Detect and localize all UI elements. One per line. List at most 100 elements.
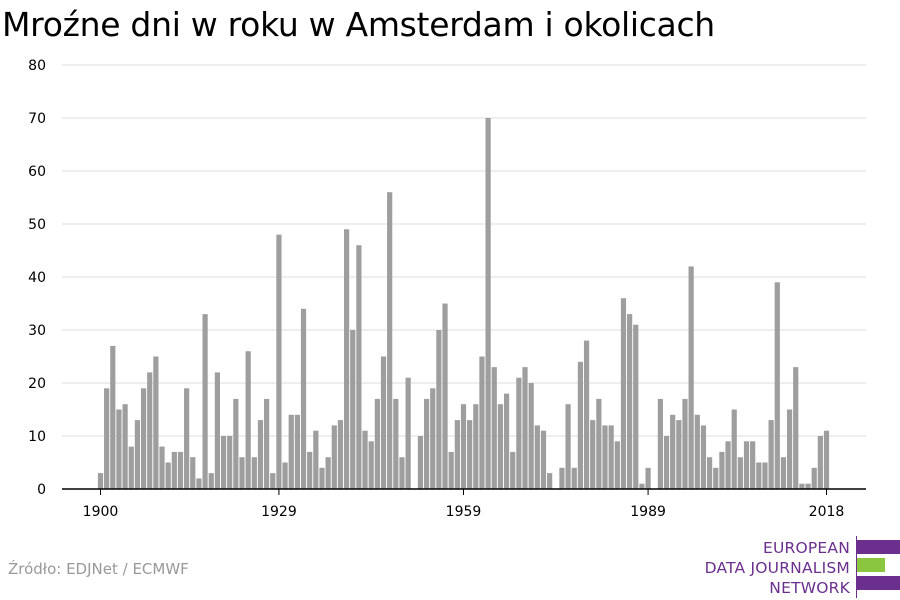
x-tick-label: 1900 <box>83 504 119 520</box>
source-note: Źródło: EDJNet / ECMWF <box>8 560 189 578</box>
bar-2014 <box>799 483 805 489</box>
bar-2015 <box>805 483 811 489</box>
y-tick-label: 70 <box>28 111 46 127</box>
bar-1922 <box>233 398 239 489</box>
chart-title: Mroźne dni w roku w Amsterdam i okolicac… <box>2 5 715 44</box>
logo-line-2: DATA JOURNALISM <box>704 559 850 577</box>
bar-1948 <box>393 398 399 489</box>
bar-1960 <box>467 420 473 489</box>
bar-1970 <box>528 383 534 489</box>
bar-1983 <box>608 425 614 489</box>
bar-1919 <box>214 372 220 489</box>
bar-2016 <box>811 467 817 489</box>
y-tick-label: 0 <box>37 482 46 498</box>
bar-1930 <box>282 462 288 489</box>
bar-1973 <box>547 473 553 489</box>
bar-2009 <box>768 420 774 489</box>
bar-1934 <box>307 451 313 489</box>
bar-1941 <box>350 330 356 489</box>
bars <box>97 118 830 490</box>
bar-1975 <box>559 467 565 489</box>
y-tick-label: 40 <box>28 270 46 286</box>
logo-divider <box>856 536 857 598</box>
bar-2002 <box>725 441 731 489</box>
bar-1924 <box>245 351 251 489</box>
bar-1932 <box>294 414 300 489</box>
logo-bar-purple-bottom <box>857 576 900 590</box>
bar-1980 <box>590 420 596 489</box>
x-tick-label: 1929 <box>261 504 297 520</box>
bar-1926 <box>257 420 264 489</box>
bar-1969 <box>522 367 528 489</box>
x-axis-ticks: 1900 1929 1959 1989 2018 <box>83 489 845 520</box>
bar-1955 <box>436 330 442 489</box>
bar-1902 <box>110 345 116 489</box>
bar-2007 <box>756 462 762 489</box>
bar-1900 <box>97 473 104 489</box>
bar-1921 <box>227 436 233 489</box>
bar-1901 <box>104 388 110 489</box>
bar-1987 <box>633 324 639 489</box>
bar-1966 <box>503 393 510 489</box>
bar-1927 <box>264 398 270 489</box>
bar-2003 <box>731 409 737 489</box>
bar-1972 <box>540 430 547 489</box>
bar-1978 <box>577 361 583 489</box>
bar-1986 <box>627 314 633 489</box>
bar-1923 <box>239 457 245 489</box>
bar-2012 <box>786 409 793 489</box>
bar-1954 <box>430 388 436 489</box>
bar-1907 <box>140 388 147 489</box>
logo-bar-green <box>857 558 885 572</box>
bar-1979 <box>583 340 590 489</box>
bar-2005 <box>743 441 750 489</box>
bar-1957 <box>448 451 454 489</box>
x-tick-label: 1959 <box>446 504 482 520</box>
bar-1933 <box>300 308 307 489</box>
bar-1997 <box>694 414 700 489</box>
bar-1931 <box>288 414 294 489</box>
bar-1985 <box>620 298 627 489</box>
bar-1965 <box>497 404 504 489</box>
y-tick-label: 20 <box>28 376 46 392</box>
x-tick-label: 1989 <box>630 504 666 520</box>
bar-2017 <box>817 436 823 489</box>
logo-line-1: EUROPEAN <box>762 539 850 557</box>
x-tick-label: 2018 <box>809 504 845 520</box>
bar-1958 <box>454 420 460 489</box>
bar-1937 <box>325 457 331 489</box>
bar-1915 <box>190 457 196 489</box>
bar-1908 <box>147 372 153 489</box>
bar-1944 <box>368 441 374 489</box>
bar-1977 <box>571 467 577 489</box>
bar-1998 <box>700 425 707 489</box>
bar-2018 <box>823 430 830 489</box>
bar-1981 <box>596 398 602 489</box>
bar-1906 <box>134 420 141 489</box>
bar-1996 <box>688 266 694 489</box>
bar-1993 <box>670 414 676 489</box>
bar-1942 <box>356 245 362 489</box>
bar-1984 <box>614 441 620 489</box>
bar-1982 <box>602 425 608 489</box>
bar-2006 <box>750 441 756 489</box>
bar-1995 <box>682 398 688 489</box>
bar-1925 <box>251 457 257 489</box>
bar-1912 <box>171 451 177 489</box>
y-tick-label: 10 <box>28 429 46 445</box>
bar-1945 <box>374 398 380 489</box>
bar-1916 <box>196 478 202 489</box>
bar-2004 <box>737 457 743 489</box>
bar-1935 <box>313 430 319 489</box>
bar-1905 <box>128 446 134 489</box>
bar-1950 <box>405 377 411 489</box>
bar-1909 <box>153 356 159 489</box>
bar-1989 <box>645 467 651 489</box>
bar-1961 <box>473 404 479 489</box>
bar-2001 <box>719 451 725 489</box>
y-tick-label: 50 <box>28 217 46 233</box>
bar-1949 <box>399 457 405 489</box>
logo-bar-purple-top <box>857 540 900 554</box>
bar-1971 <box>534 425 540 489</box>
